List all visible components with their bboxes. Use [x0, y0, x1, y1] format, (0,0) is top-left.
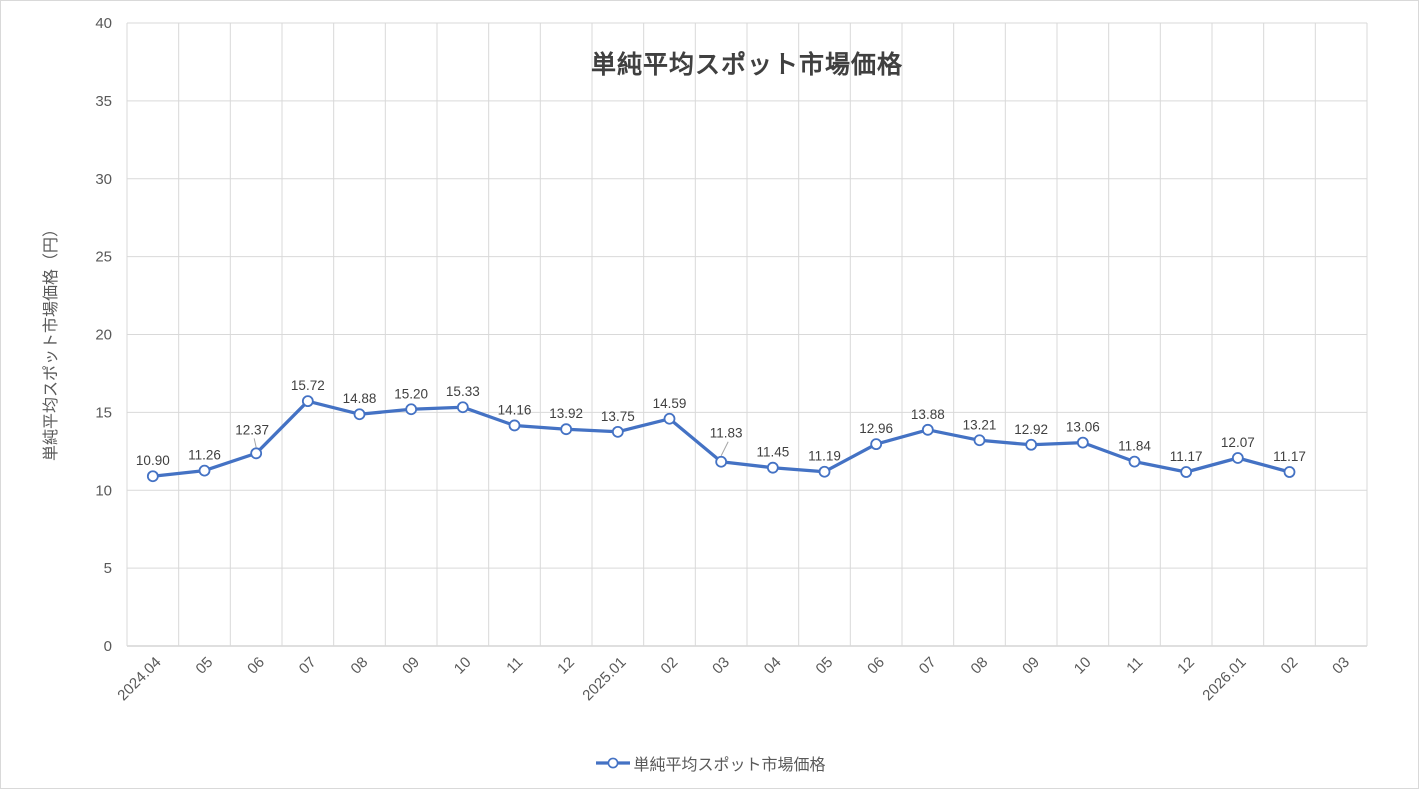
- data-point-label: 12.92: [1014, 422, 1048, 437]
- x-axis-tick-label: 07: [296, 654, 320, 678]
- data-point-marker: [560, 423, 573, 436]
- data-point-marker: [301, 395, 314, 408]
- data-point-label: 13.92: [549, 406, 583, 421]
- x-axis-tick-label: 10: [451, 654, 475, 678]
- x-axis-tick-label: 06: [864, 654, 888, 678]
- gridlines: [126, 22, 1368, 647]
- data-point-label: 13.06: [1066, 420, 1100, 435]
- x-axis-tick-label: 03: [709, 654, 733, 678]
- x-axis-tick-label: 05: [193, 654, 217, 678]
- x-axis-tick-label: 12: [1174, 654, 1198, 678]
- x-axis-tick-label: 04: [761, 654, 785, 678]
- data-point-label: 11.19: [808, 449, 841, 464]
- data-point-marker: [508, 419, 521, 432]
- data-point-label: 12.37: [235, 422, 269, 437]
- x-axis-tick-label: 06: [244, 654, 268, 678]
- data-point-marker: [921, 423, 934, 436]
- data-point-marker: [1076, 436, 1089, 449]
- x-axis-tick-labels: 2024.04 05 06 07 08 09 10 11 12 2025.01 02 03 04 05 06…: [114, 654, 1353, 704]
- y-axis-tick-label: 15: [95, 404, 112, 421]
- y-axis-tick-label: 5: [104, 560, 112, 577]
- y-axis-tick-label: 35: [95, 93, 112, 110]
- data-point-label: 15.33: [446, 384, 480, 399]
- data-point-marker: [1231, 452, 1244, 464]
- data-point-marker: [818, 465, 831, 478]
- data-point-marker: [766, 461, 779, 474]
- x-axis-tick-label: 11: [1123, 654, 1146, 677]
- data-point-label: 15.20: [394, 386, 428, 401]
- legend-line-marker-icon: [596, 757, 631, 769]
- x-axis-tick-label: 03: [1329, 654, 1353, 678]
- data-point-label: 14.88: [343, 391, 377, 406]
- data-point-label: 12.07: [1221, 435, 1255, 450]
- y-axis-tick-labels: 0 5 10 15 20 25 30 35 40: [95, 15, 112, 655]
- data-point-marker: [973, 434, 986, 447]
- data-point-marker: [250, 447, 263, 460]
- y-axis-tick-label: 40: [95, 15, 112, 32]
- data-point-label: 10.90: [136, 453, 170, 468]
- x-axis-tick-label: 07: [916, 654, 940, 678]
- y-axis-tick-label: 25: [95, 249, 112, 266]
- x-axis-tick-label: 09: [399, 654, 423, 678]
- data-point-marker: [663, 412, 676, 425]
- data-point-label: 14.16: [498, 402, 532, 417]
- y-axis-tick-label: 20: [95, 327, 112, 344]
- y-axis-tick-label: 0: [104, 638, 112, 655]
- chart-title: 単純平均スポット市場価格: [590, 51, 903, 79]
- legend: 単純平均スポット市場価格: [1, 751, 1418, 775]
- data-point-label: 13.88: [911, 407, 945, 422]
- data-point-marker: [715, 455, 728, 468]
- data-point-label: 11.26: [188, 448, 221, 463]
- data-point-marker: [353, 408, 366, 421]
- y-axis-tick-label: 10: [95, 482, 112, 499]
- data-point-label: 13.21: [963, 417, 997, 432]
- data-point-label: 11.84: [1118, 439, 1151, 454]
- y-axis-title: 単純平均スポット市場価格（円）: [42, 221, 60, 461]
- data-labels: 10.90 11.26 12.37 15.72 14.88 15.20 15.33 14.16…: [136, 378, 1306, 468]
- x-axis-tick-label: 08: [968, 654, 992, 678]
- data-point-marker: [1180, 466, 1193, 478]
- data-point-marker: [198, 464, 211, 477]
- data-point-marker: [1025, 438, 1038, 451]
- x-axis-tick-label: 2025.01: [579, 654, 629, 704]
- data-point-marker: [870, 438, 883, 451]
- data-point-label: 12.96: [859, 421, 893, 436]
- x-axis-tick-label: 11: [503, 654, 526, 677]
- data-point-marker: [1128, 455, 1141, 468]
- line-series: [146, 395, 1296, 483]
- x-axis-tick-label: 02: [658, 654, 682, 678]
- x-axis-tick-label: 2024.04: [114, 654, 164, 704]
- data-point-marker: [611, 425, 624, 438]
- data-point-label: 11.17: [1273, 449, 1306, 464]
- x-axis-tick-label: 2026.01: [1199, 654, 1249, 704]
- x-axis-tick-label: 12: [554, 654, 578, 678]
- data-point-label: 13.75: [601, 409, 635, 424]
- data-point-label: 15.72: [291, 378, 325, 393]
- x-axis-tick-label: 09: [1019, 654, 1043, 678]
- x-axis-tick-label: 02: [1278, 654, 1302, 678]
- data-point-label: 11.45: [756, 445, 789, 460]
- data-point-label: 14.59: [653, 396, 687, 411]
- data-point-marker: [405, 403, 418, 416]
- data-point-label: 11.17: [1170, 449, 1203, 464]
- data-point-label: 11.83: [710, 426, 743, 441]
- x-axis-tick-label: 05: [813, 654, 837, 678]
- y-axis-tick-label: 30: [95, 171, 112, 188]
- legend-label: 単純平均スポット市場価格: [633, 757, 826, 774]
- x-axis-tick-label: 08: [348, 654, 372, 678]
- data-point-marker: [146, 470, 159, 483]
- data-point-marker: [456, 401, 469, 414]
- data-point-marker: [1283, 466, 1296, 478]
- x-axis-tick-label: 10: [1071, 654, 1095, 678]
